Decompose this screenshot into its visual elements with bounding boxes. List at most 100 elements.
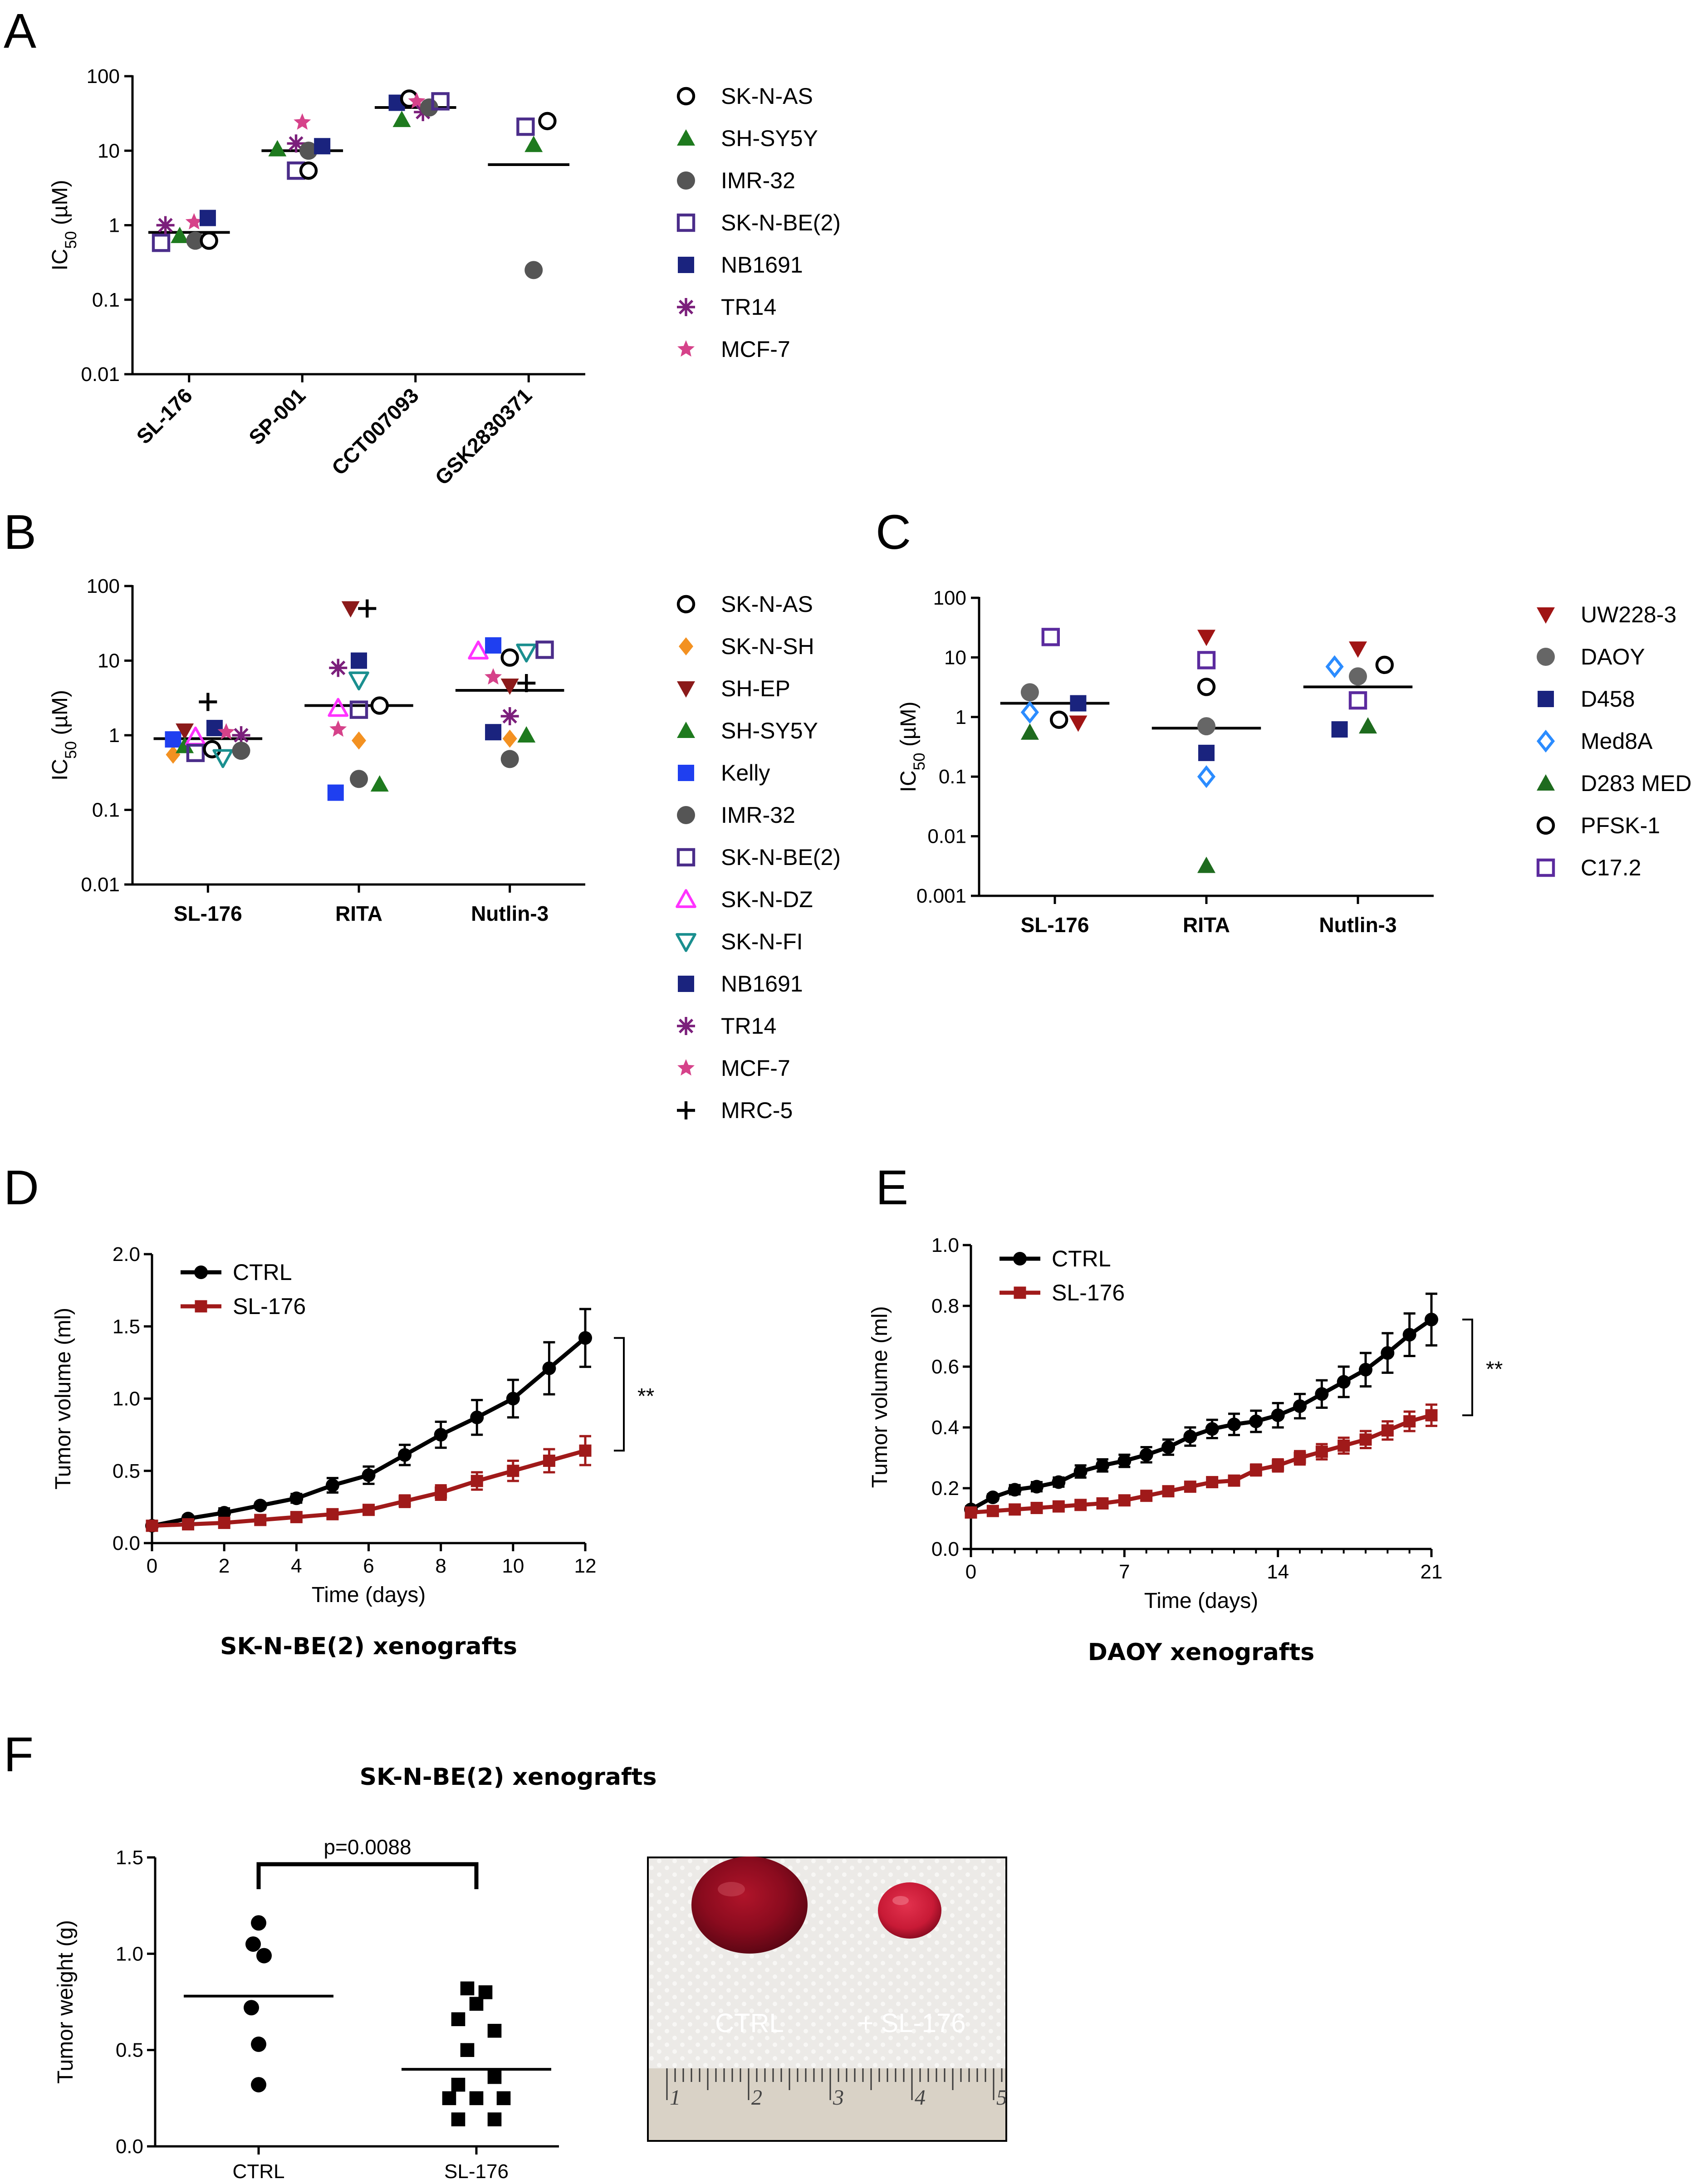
data-point-sl-176-shape [1272,1459,1284,1472]
data-point-ctrl [1402,1328,1416,1342]
data-point-pfsk-1-shape [1197,678,1216,696]
y-tick-label: 0.01 [927,826,966,848]
legend-marker-daoy-shape [1537,648,1555,666]
y-tick-label: 10 [944,646,966,669]
y-tick-label: 0.5 [116,2039,143,2062]
data-point-ctrl-shape [434,1428,448,1442]
legend-label-daoy: DAOY [1581,644,1645,669]
data-point-sl-176 [451,2012,465,2027]
data-point-kelly [327,784,344,801]
data-point-sl-176-shape [363,1504,375,1516]
control-tumor-highlight [718,1882,745,1896]
data-point-sl-176-shape [1425,1409,1438,1422]
data-point-d458 [1070,695,1087,712]
data-point-nb1691-shape [199,210,216,226]
ruler-number: 2 [751,2086,762,2110]
data-point-sl-176-shape [469,2091,484,2106]
data-point-sl-176 [182,1518,195,1531]
y-tick-label: 100 [87,65,120,88]
data-point-sk-n-sh [502,729,517,748]
chart-a-ic50-scatter: 0.01 0.1 1 10 100 SL-176 SP-001 CCT007093 GSK283… [48,65,841,489]
data-point-ctrl-shape [1337,1375,1351,1389]
data-point-daoy-shape [1349,667,1367,686]
legend-label-imr-32: IMR-32 [721,802,795,828]
data-point-imr-32-shape [299,142,318,160]
legend-marker-sk-n-be-2 [676,848,696,867]
photo-label-treated: + SL-176 [858,2008,965,2038]
panel-label-e: E [876,1160,908,1215]
data-point-imr-32 [186,231,205,250]
data-point-sl-176-shape [1206,1476,1219,1489]
x-tick-label: 14 [1267,1561,1289,1583]
data-point-sl-176 [218,1516,230,1529]
legend-label-sk-n-as: SK-N-AS [721,591,813,617]
data-point-sl-176-shape [1228,1474,1240,1487]
data-point-nb1691 [206,720,223,737]
data-point-daoy-shape [1197,717,1215,736]
y-axis-label: IC50 (µM) [897,702,928,792]
chart-b-ic50-scatter: 0.01 0.1 1 10 100 SL-176 RITA Nutlin-3 IC50 (µM)… [48,575,841,1123]
data-point-ctrl-shape [362,1468,376,1482]
data-point-mcf-7 [294,113,311,130]
data-point-ctrl [1271,1408,1285,1422]
data-point-ctrl [1381,1346,1395,1360]
legend-marker-mcf-7 [677,1059,695,1076]
data-point-sl-176-shape [1009,1503,1021,1516]
data-point-sl-176 [442,2091,456,2106]
data-point-sl-176 [1381,1424,1394,1437]
y-tick-label: 1.5 [116,1847,143,1869]
y-tick-label: 1 [955,706,966,728]
legend-label-sk-n-fi: SK-N-FI [721,929,803,954]
data-point-ctrl [251,1915,266,1931]
y-tick-label: 1.5 [113,1315,140,1338]
legend-marker-daoy [1537,648,1555,666]
legend-label-mcf-7: MCF-7 [721,337,790,362]
data-point-sl-176-shape [965,1506,977,1519]
legend-marker-med8a-shape [1536,729,1555,753]
data-point-sl-176 [469,1997,484,2011]
data-point-sl-176 [1140,1490,1153,1502]
data-point-daoy [1197,717,1215,736]
data-point-ctrl-shape [1139,1448,1153,1462]
data-point-sk-n-as [538,112,557,131]
data-point-sh-ep-shape [500,678,519,695]
data-point-sk-n-be-2-shape [535,640,554,659]
legend-marker-sk-n-dz [676,889,696,908]
data-point-ctrl-shape [470,1410,484,1424]
data-point-sk-n-as-shape [200,231,218,250]
data-point-sh-sy5y-shape [171,226,189,243]
data-point-d458-shape [1070,695,1087,712]
data-point-sh-sy5y-shape [370,775,389,792]
data-point-ctrl [245,1936,261,1952]
data-point-ctrl [542,1361,556,1375]
legend-marker-sk-n-as [676,87,696,106]
data-point-sk-n-as-shape [299,161,318,180]
legend-label-sh-sy5y: SH-SY5Y [721,718,818,743]
data-point-sl-176-shape [182,1518,195,1531]
data-point-ctrl [244,2000,259,2016]
legend-marker-mcf-7-shape [677,1059,695,1076]
y-tick-label: 0.001 [916,885,966,907]
data-point-sl-176-shape [290,1511,303,1524]
y-tick-label: 10 [98,650,120,672]
data-point-med8a [1325,655,1344,678]
data-point-sl-176 [363,1504,375,1516]
legend-label-sl-176: SL-176 [233,1294,306,1319]
data-point-sl-176-shape [254,1514,267,1526]
data-point-med8a-shape [1197,765,1216,788]
data-point-sl-176 [451,2077,465,2092]
data-point-ctrl [1139,1448,1153,1462]
data-point-d283-med-shape [1020,723,1039,740]
data-point-tr14-spoke [289,136,304,151]
data-point-kelly [485,637,502,654]
data-point-sl-176 [965,1506,977,1519]
y-tick-label: 0.0 [113,1532,140,1554]
legend-label-kelly: Kelly [721,760,770,786]
data-point-ctrl-shape [1052,1475,1066,1489]
data-point-sk-n-be-2 [431,92,450,111]
x-tick-label: 10 [502,1555,524,1577]
data-point-sl-176 [1184,1480,1196,1493]
data-point-ctrl [1425,1313,1438,1327]
data-point-sh-ep [176,723,194,740]
data-point-sl-176-shape [326,1508,339,1520]
